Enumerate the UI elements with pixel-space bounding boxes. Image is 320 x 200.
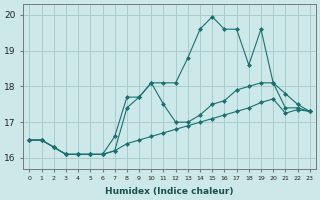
X-axis label: Humidex (Indice chaleur): Humidex (Indice chaleur)	[105, 187, 234, 196]
